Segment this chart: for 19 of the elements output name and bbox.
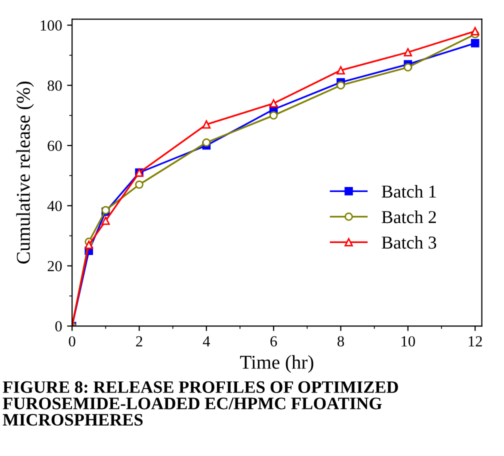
legend-label: Batch 3 bbox=[382, 236, 436, 249]
caption: FIGURE 8: RELEASE PROFILES OF OPTIMIZED FUROSEMIDE-LOADED EC/HPMC FLOATING MICROSPHERES bbox=[2, 381, 398, 426]
y-tick-label: 0 bbox=[55, 321, 62, 332]
y-tick-label: 20 bbox=[48, 261, 62, 272]
y-tick-label: 80 bbox=[48, 80, 62, 91]
x-axis-title: Time (hr) bbox=[240, 355, 314, 373]
legend-label: Batch 1 bbox=[382, 184, 436, 198]
y-tick-label: 40 bbox=[47, 200, 62, 212]
legend-label: Batch 2 bbox=[382, 210, 436, 224]
y-tick-label: 60 bbox=[48, 140, 62, 151]
x-tick-label: 4 bbox=[202, 336, 210, 346]
y-axis-title: Cumulative release (%) bbox=[16, 82, 34, 264]
x-tick-label: 12 bbox=[468, 336, 482, 346]
x-tick-label: 2 bbox=[136, 336, 142, 346]
x-tick-label: 10 bbox=[402, 336, 415, 347]
y-tick-label: 100 bbox=[40, 20, 62, 31]
x-tick-label: 8 bbox=[338, 336, 344, 347]
x-tick-label: 6 bbox=[270, 336, 277, 347]
x-tick-label: 0 bbox=[68, 336, 76, 347]
